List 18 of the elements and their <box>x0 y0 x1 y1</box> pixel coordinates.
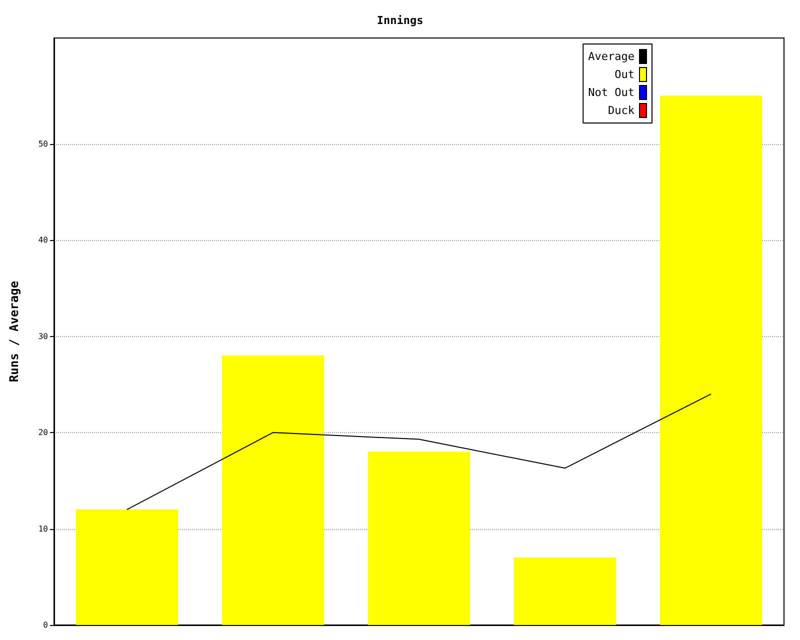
bar <box>368 452 470 625</box>
y-tick-label: 0 <box>43 620 48 630</box>
line-series <box>126 394 712 510</box>
legend-label: Duck <box>608 104 635 117</box>
y-tick-label: 10 <box>38 524 48 534</box>
legend-label: Average <box>588 50 634 63</box>
y-tick-label: 40 <box>38 236 48 245</box>
y-tick-label: 20 <box>38 428 48 438</box>
legend-label: Not Out <box>588 86 634 99</box>
bar <box>514 558 616 625</box>
y-tick-label: 30 <box>38 332 48 341</box>
legend-label: Out <box>614 68 634 81</box>
bar <box>76 510 178 625</box>
chart-title: Innings <box>376 14 424 27</box>
y-axis-title: Runs / Average <box>7 280 21 382</box>
y-tick-label: 50 <box>38 139 48 148</box>
bar <box>660 96 762 625</box>
bar <box>222 356 324 625</box>
